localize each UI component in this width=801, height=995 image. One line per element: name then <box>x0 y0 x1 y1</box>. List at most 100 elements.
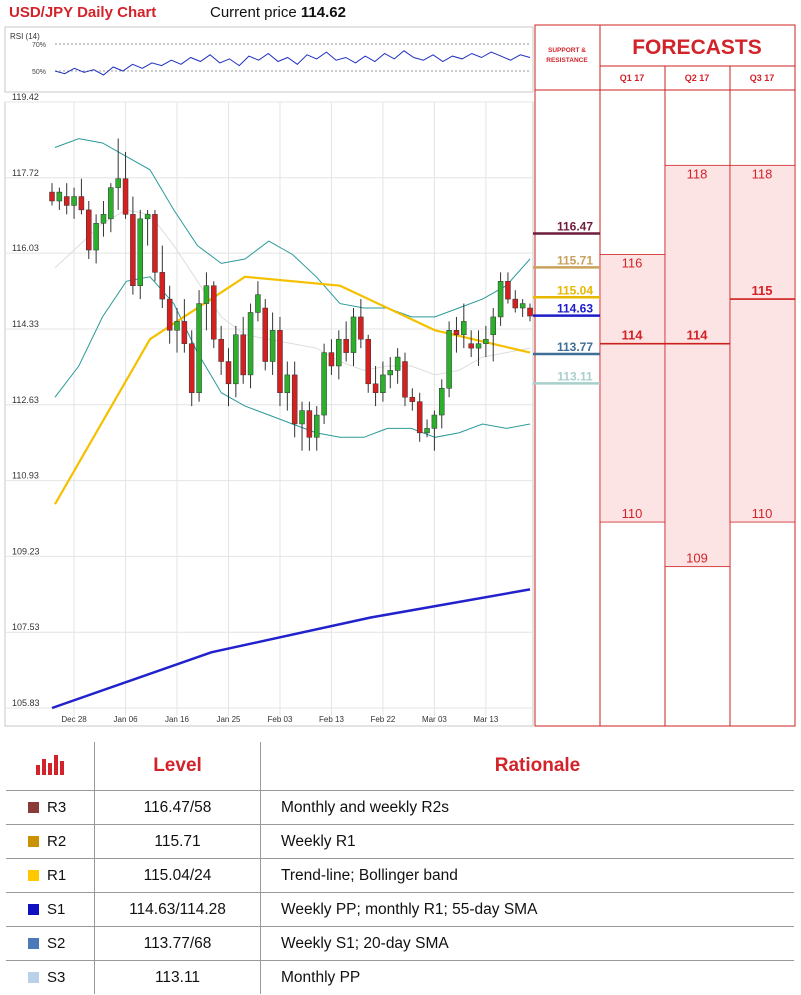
sr-level-label: 115.71 <box>557 253 593 267</box>
candle-body <box>233 334 239 385</box>
level-name-cell: R1 <box>6 858 95 893</box>
x-tick-label: Feb 13 <box>319 715 344 724</box>
current-price-value: 114.62 <box>300 4 346 21</box>
table-row: S3 113.11 Monthly PP <box>6 960 794 994</box>
forecast-high-label: 118 <box>687 166 708 181</box>
bollinger-upper-line <box>54 138 531 318</box>
forecast-range <box>599 254 666 523</box>
bar-chart-icon <box>6 742 95 791</box>
candle-body <box>284 374 291 393</box>
forecast-mid-label: 115 <box>752 283 773 298</box>
forecast-high-label: 116 <box>622 256 643 271</box>
level-color-swatch <box>28 937 39 949</box>
level-value: 116.47/58 <box>94 790 261 825</box>
candle-body <box>416 401 423 434</box>
candle-body <box>387 370 394 376</box>
level-rationale: Monthly and weekly R2s <box>260 790 794 825</box>
candle-body <box>240 334 246 376</box>
x-tick-label: Jan 16 <box>165 715 190 724</box>
level-rationale: Monthly PP <box>260 960 794 994</box>
table-row: R3 116.47/58 Monthly and weekly R2s <box>6 790 794 825</box>
sr-level-label: 113.77 <box>557 340 593 354</box>
candle-body <box>115 178 121 188</box>
candle-body <box>519 303 526 309</box>
y-tick-label: 114.33 <box>12 319 39 329</box>
level-color-swatch <box>28 835 39 847</box>
x-tick-label: Dec 28 <box>61 715 87 724</box>
level-name-cell: R2 <box>6 824 95 859</box>
y-tick-label: 110.93 <box>12 471 39 481</box>
level-name: R3 <box>47 798 67 816</box>
level-name: R1 <box>47 866 67 884</box>
levels-table: Level Rationale R3 116.47/58 Monthly and w… <box>6 742 794 994</box>
candle-body <box>358 316 364 340</box>
current-price: Current price 114.62 <box>210 4 346 21</box>
candle-body <box>211 285 217 340</box>
x-tick-label: Mar 03 <box>422 715 447 724</box>
rsi-line <box>54 50 531 76</box>
candle-body <box>497 281 504 318</box>
candle-body <box>512 298 519 309</box>
forecast-range <box>729 164 796 523</box>
level-name: S3 <box>47 968 66 986</box>
candle-body <box>336 338 342 367</box>
level-color-swatch <box>28 801 39 813</box>
level-name-cell: S2 <box>6 926 95 961</box>
sr-level-label: 116.47 <box>557 220 593 234</box>
table-row: S1 114.63/114.28 Weekly PP; monthly R1; 55… <box>6 892 794 927</box>
candle-body <box>174 321 180 331</box>
candle-body <box>137 218 143 286</box>
candle-body <box>152 214 158 273</box>
candle-body <box>291 374 298 425</box>
level-rationale: Weekly S1; 20-day SMA <box>260 926 794 961</box>
x-tick-label: Mar 13 <box>473 715 498 724</box>
main-plot-frame <box>4 101 534 727</box>
candle-body <box>225 361 232 385</box>
x-tick-label: Jan 06 <box>114 715 139 724</box>
y-tick-label: 119.42 <box>12 92 39 102</box>
y-tick-label: 109.23 <box>12 546 40 556</box>
chart-header: USD/JPY Daily Chart Current price 114.62 <box>0 0 535 26</box>
forecast-range <box>664 164 731 568</box>
table-row: R1 115.04/24 Trend-line; Bollinger band <box>6 858 794 893</box>
table-row: S2 113.77/68 Weekly S1; 20-day SMA <box>6 926 794 961</box>
candle-body <box>306 410 313 438</box>
sr-label: SUPPORT & <box>548 47 586 54</box>
rsi-level-label: 50% <box>32 69 46 76</box>
forecast-mid-label: 114 <box>622 328 644 343</box>
forecast-low-label: 110 <box>622 506 643 521</box>
candle-body <box>262 307 269 362</box>
rsi-label: RSI (14) <box>10 32 40 41</box>
candle-body <box>299 410 305 425</box>
level-rationale: Weekly PP; monthly R1; 55-day SMA <box>260 892 794 927</box>
candle-body <box>247 312 254 376</box>
y-tick-label: 107.53 <box>12 622 40 632</box>
candle-body <box>365 338 371 385</box>
forecast-mid-label: 114 <box>687 328 709 343</box>
rationale-header: Rationale <box>260 742 794 791</box>
candle-body <box>86 209 92 251</box>
candle-body <box>431 414 438 429</box>
sr-level-label: 114.63 <box>557 302 593 316</box>
candle-body <box>527 307 533 317</box>
level-header: Level <box>94 742 261 791</box>
forecast-low-label: 109 <box>686 551 708 566</box>
current-price-label: Current price <box>210 4 297 21</box>
candle-body <box>196 303 202 393</box>
level-value: 113.11 <box>94 960 261 994</box>
candle-body <box>130 214 136 286</box>
level-color-swatch <box>28 903 39 915</box>
candle-body <box>372 383 379 393</box>
candle-body <box>490 316 496 336</box>
candle-body <box>321 352 327 416</box>
candle-body <box>56 191 63 202</box>
level-value: 115.04/24 <box>94 858 261 893</box>
x-tick-label: Feb 22 <box>370 715 395 724</box>
forecast-high-label: 118 <box>752 166 773 181</box>
level-value: 113.77/68 <box>94 926 261 961</box>
level-name: S1 <box>47 900 66 918</box>
candle-body <box>461 321 467 336</box>
candle-body <box>203 285 210 304</box>
candle-body <box>328 352 335 367</box>
candle-body <box>394 356 401 371</box>
